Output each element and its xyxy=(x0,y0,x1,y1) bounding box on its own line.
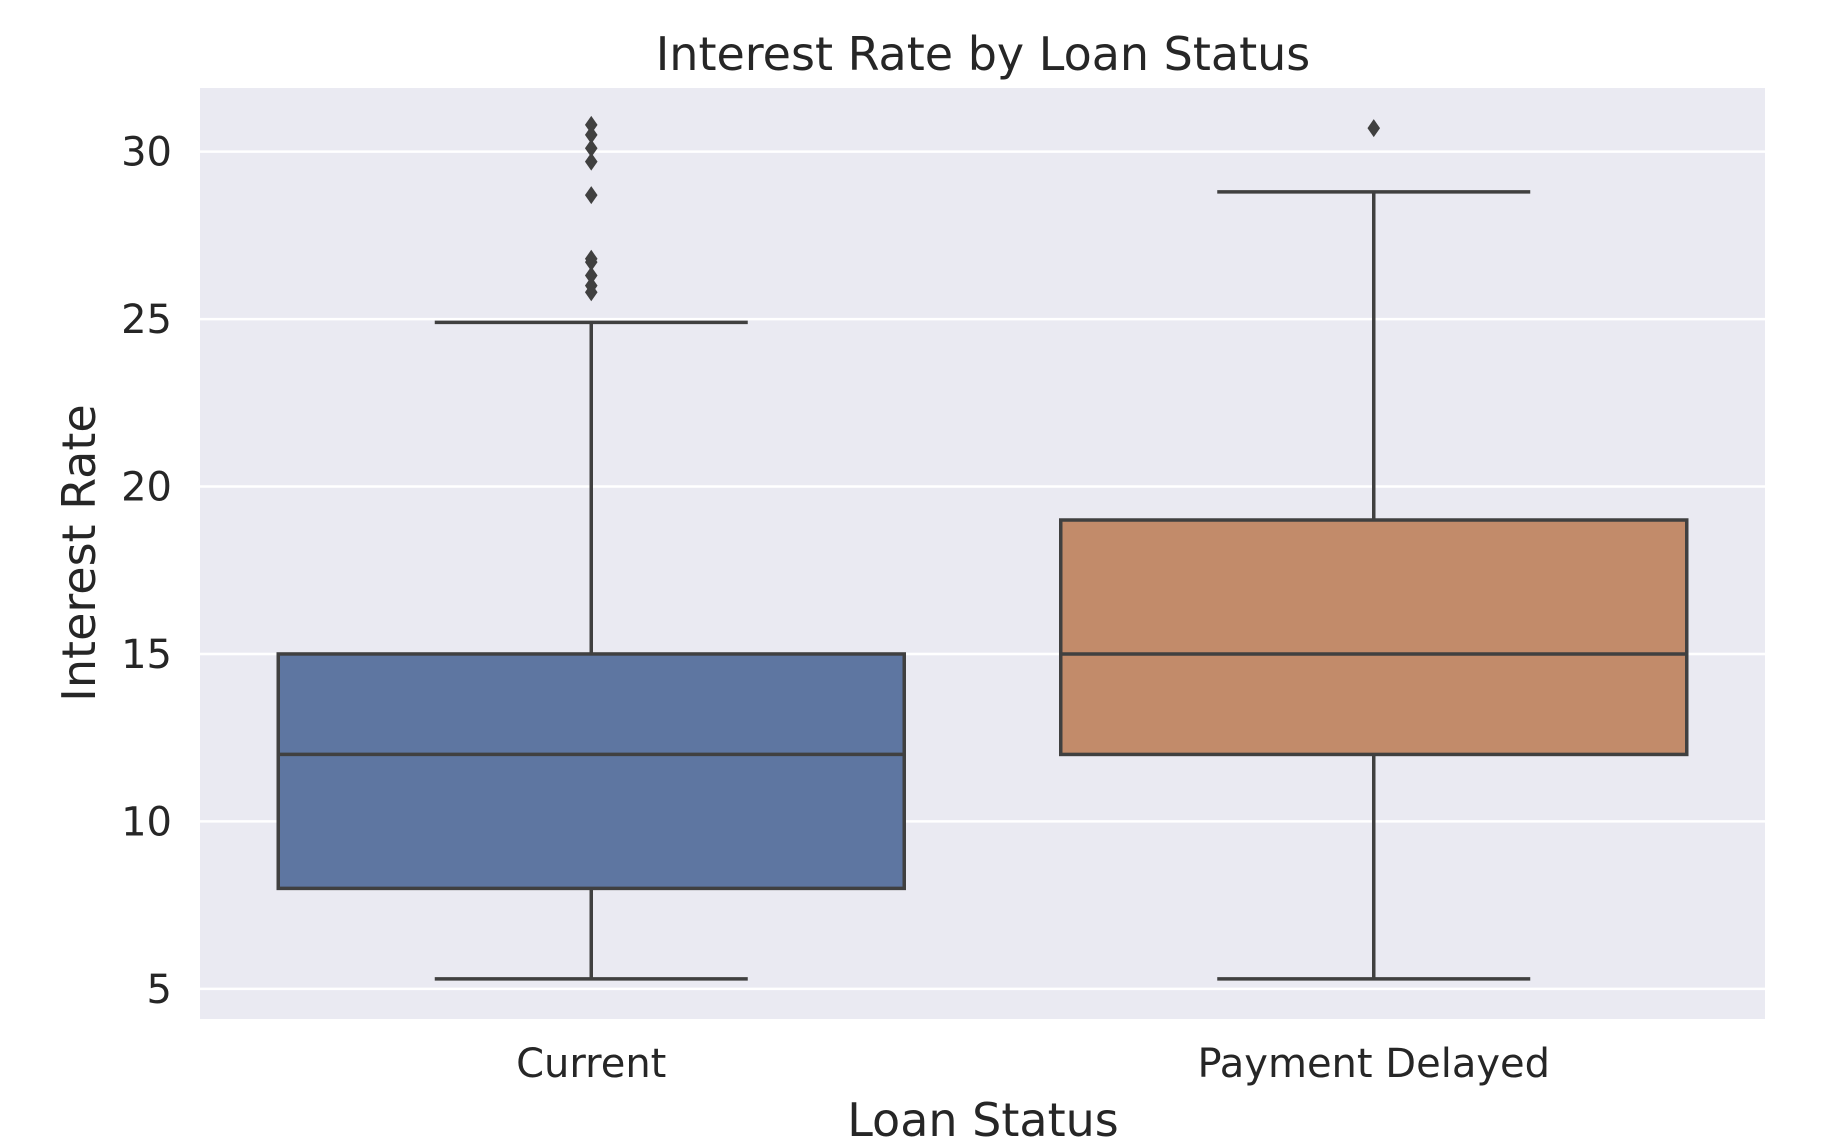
y-tick-label: 10 xyxy=(121,799,172,845)
boxes xyxy=(276,115,1689,981)
x-tick-label: Current xyxy=(516,1041,666,1087)
iqr-box xyxy=(276,652,906,891)
y-tick-label: 20 xyxy=(121,465,172,511)
outlier-point xyxy=(584,186,598,205)
outlier-point xyxy=(584,125,598,144)
y-tick-label: 30 xyxy=(121,130,172,176)
outlier-point xyxy=(584,115,598,134)
x-axis-label: Loan Status xyxy=(847,1093,1119,1146)
outlier-point xyxy=(584,276,598,295)
y-tick-label: 15 xyxy=(121,632,172,678)
outlier-point xyxy=(584,139,598,158)
box-group xyxy=(276,115,906,981)
chart-title: Interest Rate by Loan Status xyxy=(656,27,1311,81)
box-group xyxy=(1059,119,1689,981)
y-tick-label: 5 xyxy=(147,967,172,1013)
outlier-point xyxy=(584,152,598,171)
outlier-point xyxy=(584,266,598,285)
y-tick-label: 25 xyxy=(121,297,172,343)
iqr-box xyxy=(1059,518,1689,757)
outlier-point xyxy=(1367,119,1381,138)
outlier-point xyxy=(584,249,598,268)
y-axis-label: Interest Rate xyxy=(52,404,106,701)
tick-labels: 5 10 15 20 25 30 Current Payment Delayed xyxy=(121,130,1550,1087)
x-tick-label: Payment Delayed xyxy=(1197,1041,1550,1087)
